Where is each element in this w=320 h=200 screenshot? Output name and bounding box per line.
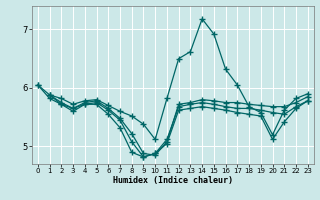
- X-axis label: Humidex (Indice chaleur): Humidex (Indice chaleur): [113, 176, 233, 185]
